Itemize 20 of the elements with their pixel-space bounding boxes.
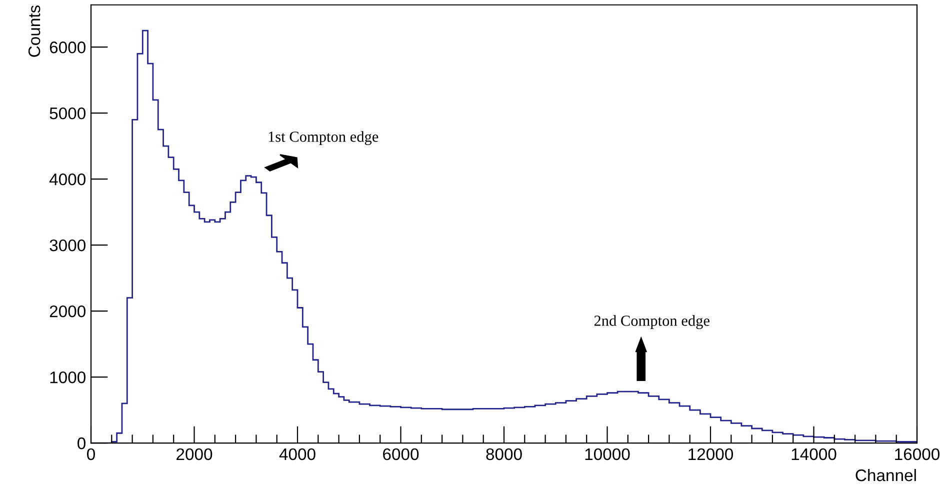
x-tick-label: 16000 xyxy=(895,448,940,460)
y-tick-label: 3000 xyxy=(50,239,86,252)
y-tick-label: 0 xyxy=(78,437,86,450)
y-tick-label: 2000 xyxy=(50,305,86,318)
x-tick-label: 6000 xyxy=(383,448,419,460)
x-axis-title: Channel xyxy=(856,468,916,482)
annotation: 2nd Compton edge xyxy=(594,315,710,330)
x-tick-label: 2000 xyxy=(176,448,212,460)
x-tick-label: 4000 xyxy=(279,448,316,460)
x-tick-label: 14000 xyxy=(792,448,836,460)
y-tick-label: 6000 xyxy=(50,42,86,54)
x-tick-label: 12000 xyxy=(688,448,734,460)
x-tick-label: 10000 xyxy=(585,448,630,460)
annotation: 1st Compton edge xyxy=(268,131,378,146)
x-tick-label: 8000 xyxy=(486,448,522,460)
y-tick-label: 5000 xyxy=(50,107,86,120)
y-axis-title: Counts xyxy=(28,5,40,57)
y-tick-label: 1000 xyxy=(50,371,86,384)
x-tick-label: 0 xyxy=(87,448,95,460)
y-tick-label: 4000 xyxy=(49,173,86,186)
